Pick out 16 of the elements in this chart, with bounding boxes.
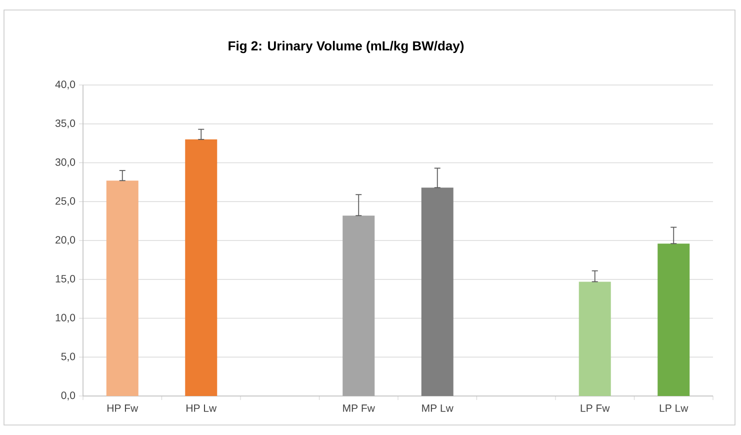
x-tick-label: HP Fw <box>107 404 138 412</box>
y-tick-label: 20,0 <box>56 236 76 245</box>
y-tick-label: 35,0 <box>55 120 76 128</box>
x-tick-label: HP Lw <box>186 404 217 412</box>
chart-title: Fig 2: Urinary Volume (mL/kg BW/day) <box>228 40 464 54</box>
x-tick-label: MP Fw <box>343 404 375 412</box>
y-tick-label: 0,0 <box>61 392 76 400</box>
y-tick-label: 40,0 <box>55 80 76 90</box>
x-tick-label: LP Fw <box>580 404 610 412</box>
x-tick-label: LP Lw <box>660 404 688 412</box>
y-tick-label: 5,0 <box>61 352 76 362</box>
x-tick-label: MP Lw <box>422 404 454 412</box>
y-tick-label: 10,0 <box>56 314 76 323</box>
y-tick-label: 25,0 <box>56 197 76 206</box>
y-tick-label: 15,0 <box>56 275 76 284</box>
y-tick-label: 30,0 <box>55 158 76 168</box>
